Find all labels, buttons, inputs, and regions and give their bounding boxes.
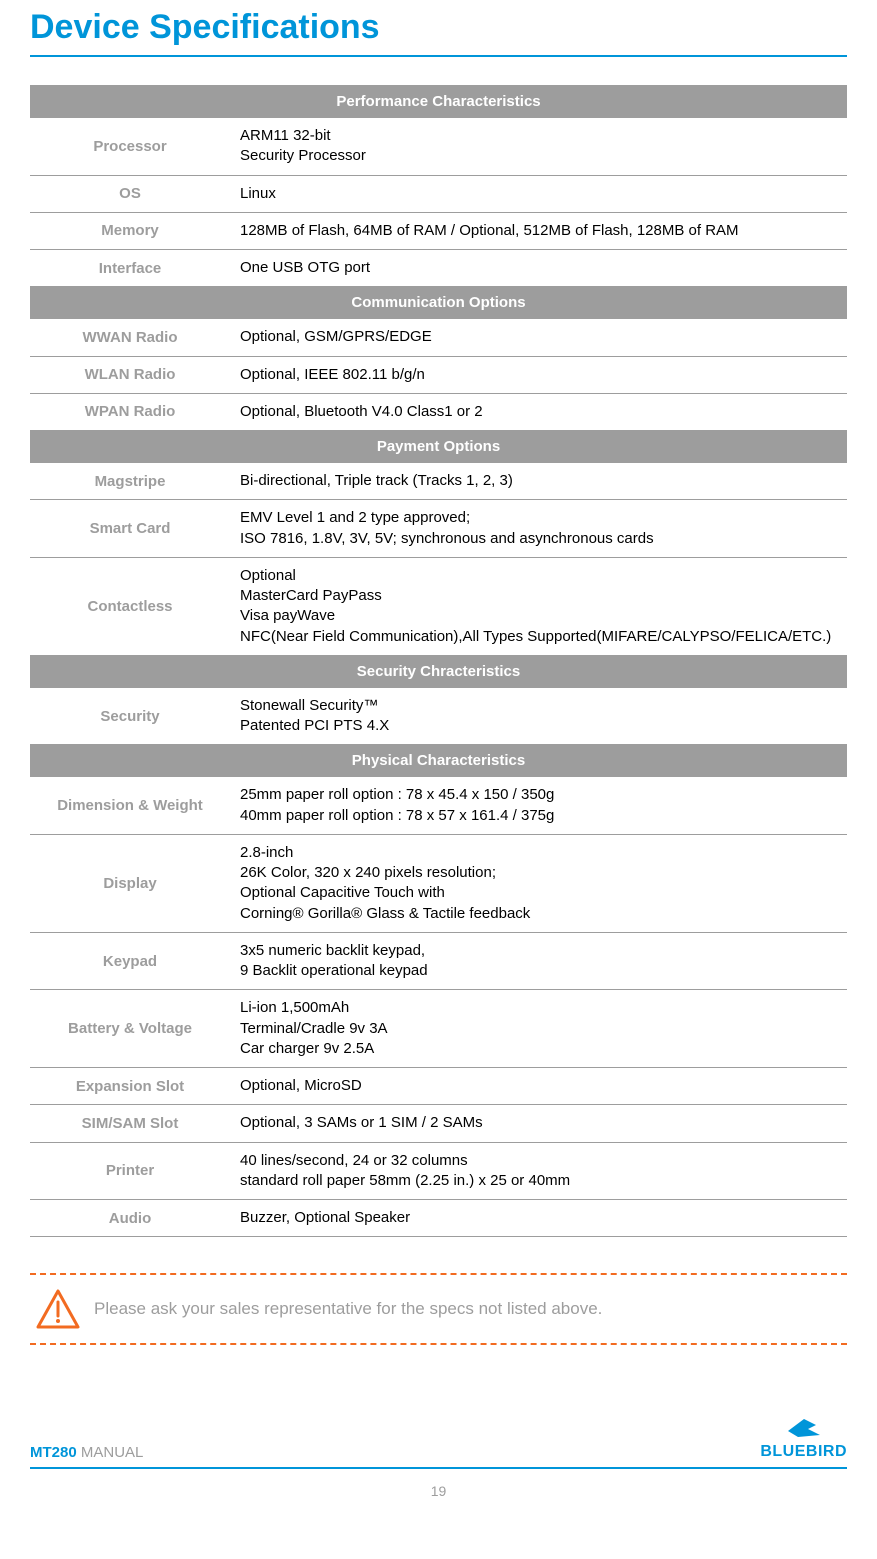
page-footer: MT280 MANUAL BLUEBIRD — [30, 1415, 847, 1469]
table-row: InterfaceOne USB OTG port — [30, 250, 847, 287]
spec-value: Buzzer, Optional Speaker — [230, 1200, 847, 1237]
table-row: ProcessorARM11 32-bit Security Processor — [30, 118, 847, 176]
spec-table: Performance CharacteristicsProcessorARM1… — [30, 85, 847, 1237]
section-header: Physical Characteristics — [30, 745, 847, 777]
spec-label: Interface — [30, 250, 230, 287]
table-row: MagstripeBi-directional, Triple track (T… — [30, 463, 847, 500]
spec-label: Dimension & Weight — [30, 777, 230, 835]
table-row: Battery & VoltageLi-ion 1,500mAh Termina… — [30, 990, 847, 1068]
spec-value: Optional, GSM/GPRS/EDGE — [230, 319, 847, 356]
table-row: Memory128MB of Flash, 64MB of RAM / Opti… — [30, 212, 847, 249]
spec-label: Battery & Voltage — [30, 990, 230, 1068]
spec-value: Optional, 3 SAMs or 1 SIM / 2 SAMs — [230, 1105, 847, 1142]
bluebird-logo-icon — [784, 1415, 824, 1441]
note-text: Please ask your sales representative for… — [94, 1299, 602, 1319]
spec-value: ARM11 32-bit Security Processor — [230, 118, 847, 176]
spec-label: Display — [30, 834, 230, 932]
table-row: WPAN RadioOptional, Bluetooth V4.0 Class… — [30, 393, 847, 430]
spec-value: Optional, IEEE 802.11 b/g/n — [230, 356, 847, 393]
table-row: WWAN RadioOptional, GSM/GPRS/EDGE — [30, 319, 847, 356]
spec-value: Li-ion 1,500mAh Terminal/Cradle 9v 3A Ca… — [230, 990, 847, 1068]
footer-doc-title: MT280 MANUAL — [30, 1444, 143, 1461]
table-row: SIM/SAM SlotOptional, 3 SAMs or 1 SIM / … — [30, 1105, 847, 1142]
spec-value: Optional, MicroSD — [230, 1068, 847, 1105]
page-title: Device Specifications — [30, 0, 847, 57]
section-header: Payment Options — [30, 431, 847, 463]
spec-value: Bi-directional, Triple track (Tracks 1, … — [230, 463, 847, 500]
spec-value: Optional MasterCard PayPass Visa payWave… — [230, 557, 847, 655]
table-row: WLAN RadioOptional, IEEE 802.11 b/g/n — [30, 356, 847, 393]
footer-model: MT280 — [30, 1444, 77, 1461]
spec-label: Expansion Slot — [30, 1068, 230, 1105]
spec-label: Audio — [30, 1200, 230, 1237]
spec-value: 128MB of Flash, 64MB of RAM / Optional, … — [230, 212, 847, 249]
spec-label: WPAN Radio — [30, 393, 230, 430]
table-row: Expansion SlotOptional, MicroSD — [30, 1068, 847, 1105]
brand-name: BLUEBIRD — [760, 1443, 847, 1461]
footer-suffix: MANUAL — [77, 1444, 144, 1461]
spec-value: 3x5 numeric backlit keypad, 9 Backlit op… — [230, 932, 847, 990]
spec-label: SIM/SAM Slot — [30, 1105, 230, 1142]
spec-label: Processor — [30, 118, 230, 176]
section-header: Security Chracteristics — [30, 655, 847, 687]
note-box: Please ask your sales representative for… — [30, 1273, 847, 1345]
table-row: Smart CardEMV Level 1 and 2 type approve… — [30, 500, 847, 558]
section-header: Performance Characteristics — [30, 86, 847, 118]
page-number: 19 — [30, 1483, 847, 1499]
spec-value: Optional, Bluetooth V4.0 Class1 or 2 — [230, 393, 847, 430]
table-row: Display2.8-inch 26K Color, 320 x 240 pix… — [30, 834, 847, 932]
brand-block: BLUEBIRD — [760, 1415, 847, 1461]
spec-value: Linux — [230, 175, 847, 212]
table-row: OSLinux — [30, 175, 847, 212]
spec-value: 25mm paper roll option : 78 x 45.4 x 150… — [230, 777, 847, 835]
table-row: Dimension & Weight25mm paper roll option… — [30, 777, 847, 835]
table-row: SecurityStonewall Security™ Patented PCI… — [30, 687, 847, 745]
spec-value: 40 lines/second, 24 or 32 columns standa… — [230, 1142, 847, 1200]
spec-label: Printer — [30, 1142, 230, 1200]
section-header: Communication Options — [30, 287, 847, 319]
spec-label: Keypad — [30, 932, 230, 990]
table-row: Keypad3x5 numeric backlit keypad, 9 Back… — [30, 932, 847, 990]
spec-value: 2.8-inch 26K Color, 320 x 240 pixels res… — [230, 834, 847, 932]
spec-label: Smart Card — [30, 500, 230, 558]
warning-icon — [36, 1289, 80, 1329]
table-row: ContactlessOptional MasterCard PayPass V… — [30, 557, 847, 655]
spec-value: EMV Level 1 and 2 type approved; ISO 781… — [230, 500, 847, 558]
spec-label: WWAN Radio — [30, 319, 230, 356]
spec-label: Memory — [30, 212, 230, 249]
spec-label: Security — [30, 687, 230, 745]
spec-label: Contactless — [30, 557, 230, 655]
spec-label: WLAN Radio — [30, 356, 230, 393]
spec-label: OS — [30, 175, 230, 212]
spec-value: One USB OTG port — [230, 250, 847, 287]
spec-value: Stonewall Security™ Patented PCI PTS 4.X — [230, 687, 847, 745]
table-row: Printer40 lines/second, 24 or 32 columns… — [30, 1142, 847, 1200]
table-row: AudioBuzzer, Optional Speaker — [30, 1200, 847, 1237]
spec-label: Magstripe — [30, 463, 230, 500]
